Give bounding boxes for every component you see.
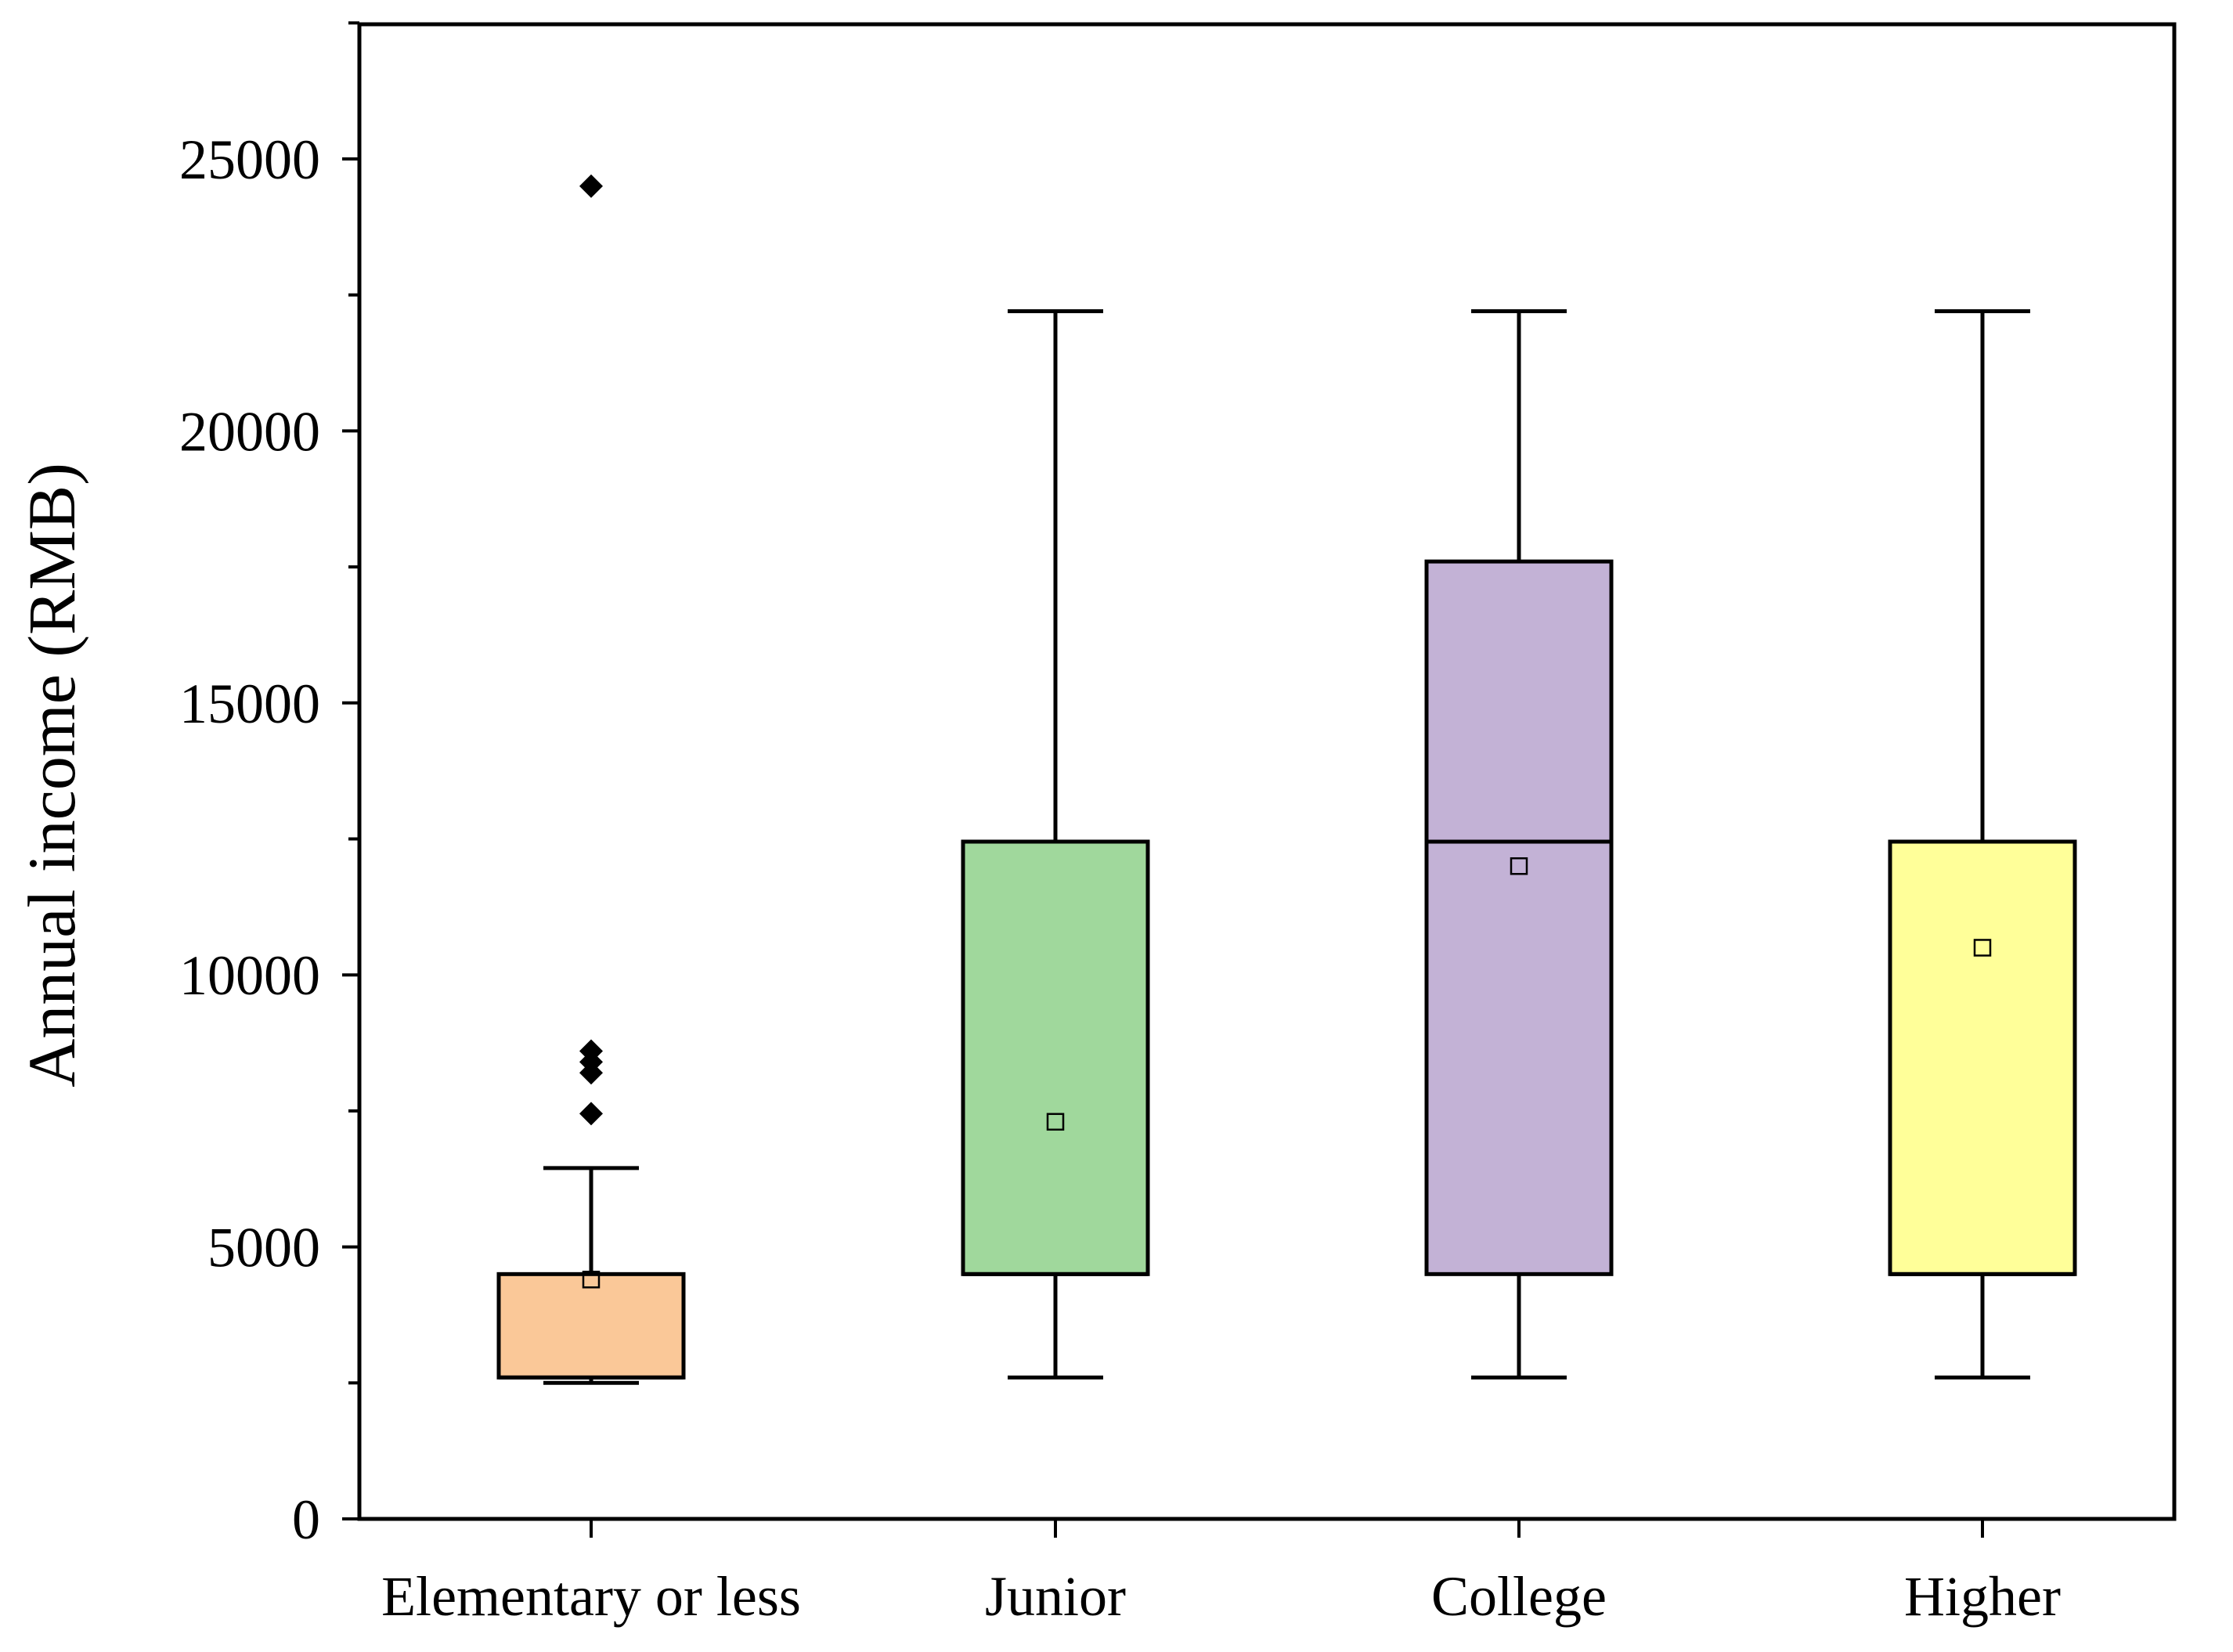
mean-marker xyxy=(1510,857,1528,875)
box-group xyxy=(1888,309,2077,1380)
outlier-point xyxy=(579,174,603,198)
box-group xyxy=(1424,309,1614,1380)
box-group xyxy=(496,174,686,1385)
y-tick-label: 15000 xyxy=(179,673,320,735)
plot-marks xyxy=(496,174,2077,1385)
y-axis-title: Annual income (RMB) xyxy=(14,463,89,1088)
mean-marker xyxy=(582,1271,601,1289)
box-iqr xyxy=(961,839,1150,1276)
x-tick-label: Junior xyxy=(985,1565,1126,1628)
x-tick-label: Elementary or less xyxy=(381,1565,801,1628)
y-tick-label: 0 xyxy=(292,1488,320,1551)
y-tick-label: 20000 xyxy=(179,400,320,463)
mean-marker xyxy=(1973,939,1992,957)
box-iqr xyxy=(1888,839,2077,1276)
x-tick-label: College xyxy=(1431,1565,1607,1628)
box-group xyxy=(961,309,1150,1380)
outlier-point xyxy=(579,1039,603,1063)
x-tick-label: Higher xyxy=(1904,1565,2061,1628)
outlier-point xyxy=(579,1102,603,1126)
plot-frame xyxy=(357,22,2177,1521)
box-iqr xyxy=(1424,559,1614,1276)
y-tick-label: 25000 xyxy=(179,128,320,191)
axes: 0 5000 10000 15000 20000 25000 Elementary or l… xyxy=(179,21,2061,1628)
y-tick-label: 5000 xyxy=(207,1217,320,1279)
box-iqr xyxy=(496,1271,686,1380)
y-tick-label: 10000 xyxy=(179,944,320,1007)
mean-marker xyxy=(1046,1113,1065,1131)
